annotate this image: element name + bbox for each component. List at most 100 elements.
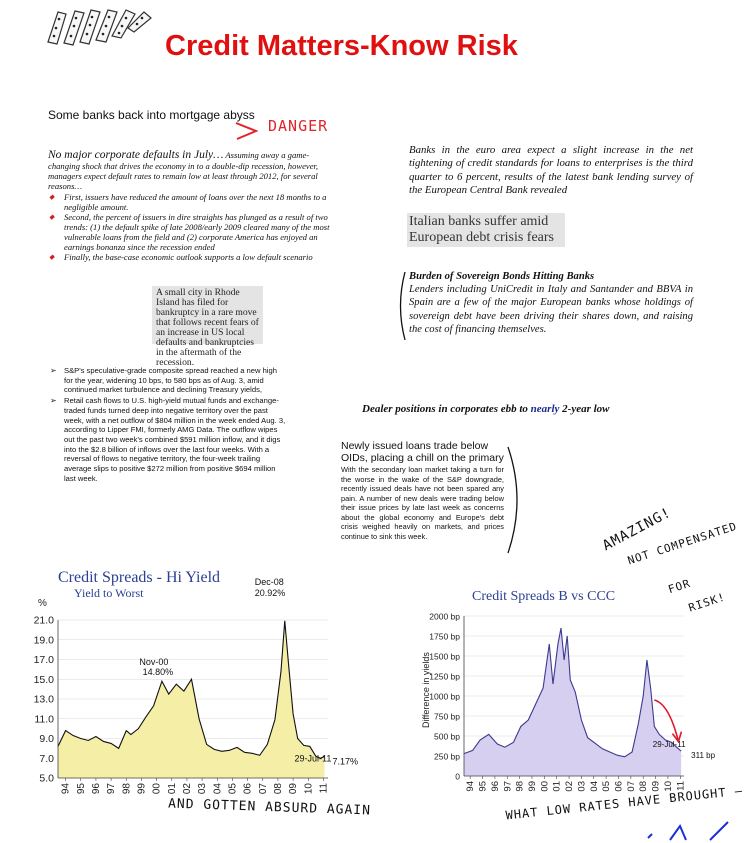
defaults-article: No major corporate defaults in July… Ass… <box>48 149 333 262</box>
sp-bullet-list: S&P's speculative-grade composite spread… <box>50 366 286 484</box>
y-tick-label: 250 bp <box>434 752 460 762</box>
page-title: Credit Matters-Know Risk <box>165 30 518 62</box>
dealer-headline-text-end: 2-year low <box>559 403 610 415</box>
headline-banks-mortgage: Some banks back into mortgage abyss <box>48 108 255 122</box>
bracket-mark-right <box>507 446 518 554</box>
list-item: First, issuers have reduced the amount o… <box>48 192 333 212</box>
x-tick-label: 95 <box>76 783 87 795</box>
x-tick-label: 05 <box>227 783 238 795</box>
x-tick-label: 98 <box>515 781 526 792</box>
y-tick-label: 500 bp <box>434 732 460 742</box>
x-tick-label: 01 <box>552 781 563 792</box>
handwritten-scribble-icon <box>647 821 729 841</box>
annotation-label: Nov-00 <box>139 657 168 667</box>
dealer-headline-emphasis: nearly <box>530 403 560 415</box>
annotation-value: 7.17% <box>333 757 359 767</box>
dealer-headline-text: Dealer positions in corporates ebb to <box>362 403 531 415</box>
x-tick-label: 06 <box>243 783 254 795</box>
x-tick-label: 97 <box>502 781 513 792</box>
sovereign-bonds-body: Lenders including UniCredit in Italy and… <box>409 284 693 335</box>
x-tick-label: 97 <box>106 783 117 795</box>
b-vs-ccc-credit-spreads-chart: Credit Spreads B vs CCC Difference in yi… <box>412 578 722 796</box>
series-area <box>58 620 325 778</box>
series-line <box>57 620 325 759</box>
x-tick-label: 04 <box>589 781 600 792</box>
x-tick-label: 00 <box>152 783 163 795</box>
danger-arrow-icon <box>235 122 259 140</box>
hi-yield-credit-spreads-chart: Credit Spreads - Hi Yield Yield to Worst… <box>30 560 402 800</box>
x-tick-label: 94 <box>465 781 476 792</box>
chart-unit-label: % <box>38 598 47 609</box>
y-tick-label: 13.0 <box>34 694 55 706</box>
x-tick-label: 06 <box>613 781 624 792</box>
annotation-value: 20.92% <box>255 588 286 598</box>
y-tick-label: 15.0 <box>34 674 55 686</box>
y-tick-label: 1750 bp <box>429 632 460 642</box>
loans-heading: Newly issued loans trade below OIDs, pla… <box>341 440 504 464</box>
series-line <box>463 627 682 758</box>
x-tick-label: 10 <box>303 783 314 795</box>
y-tick-label: 7.0 <box>39 753 54 765</box>
defaults-bullet-list: First, issuers have reduced the amount o… <box>48 192 333 262</box>
x-tick-label: 08 <box>273 783 284 795</box>
x-tick-label: 99 <box>136 783 147 795</box>
y-tick-label: 2000 bp <box>429 612 460 622</box>
x-tick-label: 94 <box>61 783 72 795</box>
y-tick-label: 750 bp <box>434 712 460 722</box>
list-item: Finally, the base-case economic outlook … <box>48 252 333 262</box>
x-tick-label: 02 <box>182 783 193 795</box>
y-tick-label: 11.0 <box>34 713 54 725</box>
x-tick-label: 03 <box>576 781 587 792</box>
y-tick-label: 5.0 <box>39 773 54 785</box>
sovereign-bonds-heading: Burden of Sovereign Bonds Hitting Banks <box>409 271 595 282</box>
red-arrowhead-icon <box>671 731 683 744</box>
x-tick-label: 99 <box>527 781 538 792</box>
annotation-label: Dec-08 <box>255 577 284 587</box>
x-tick-label: 03 <box>197 783 208 795</box>
x-tick-label: 02 <box>564 781 575 792</box>
defaults-intro: Assuming away a game-changing shock that… <box>48 150 319 191</box>
x-tick-label: 05 <box>601 781 612 792</box>
y-tick-label: 1250 bp <box>429 672 460 682</box>
bracket-mark-left <box>399 271 406 341</box>
x-tick-label: 96 <box>490 781 501 792</box>
y-tick-label: 17.0 <box>34 654 55 666</box>
series-area <box>464 628 682 776</box>
chart-title: Credit Spreads B vs CCC <box>472 589 615 604</box>
list-item: Second, the percent of issuers in dire s… <box>48 212 333 252</box>
y-tick-label: 0 <box>455 772 460 782</box>
x-tick-label: 95 <box>478 781 489 792</box>
defaults-heading: No major corporate defaults in July… <box>48 149 224 161</box>
euro-area-lending-text: Banks in the euro area expect a slight i… <box>409 144 693 197</box>
y-tick-label: 21.0 <box>34 615 55 627</box>
annotation-value: 311 bp <box>691 751 715 760</box>
dominoes-logo-image <box>47 9 152 46</box>
y-tick-label: 1500 bp <box>429 652 460 662</box>
chart-title: Credit Spreads - Hi Yield <box>58 569 220 586</box>
annotation-label: 29-Jul-11 <box>653 740 686 749</box>
chart-subtitle: Yield to Worst <box>74 586 144 600</box>
annotation-value: 14.80% <box>143 667 174 677</box>
loans-body: With the secondary loan market taking a … <box>341 465 504 541</box>
x-tick-label: 07 <box>626 781 637 792</box>
x-tick-label: 98 <box>121 783 132 795</box>
red-arrow-icon <box>654 699 680 742</box>
x-tick-label: 08 <box>638 781 649 792</box>
newly-issued-loans-article: Newly issued loans trade below OIDs, pla… <box>341 440 504 541</box>
y-tick-label: 1000 bp <box>429 692 460 702</box>
x-tick-label: 09 <box>288 783 299 795</box>
chart-ylabel: Difference in yields <box>421 652 431 728</box>
list-item: S&P's speculative-grade composite spread… <box>50 366 286 395</box>
x-tick-label: 07 <box>258 783 269 795</box>
dealer-positions-headline: Dealer positions in corporates ebb to ne… <box>362 403 610 415</box>
italian-banks-news-clip: Italian banks suffer amid European debt … <box>407 213 565 247</box>
x-tick-label: 00 <box>539 781 550 792</box>
rhode-island-news-clip: A small city in Rhode Island has filed f… <box>152 286 263 368</box>
annotation-label: 29-Jul-11 <box>295 754 332 764</box>
x-tick-label: 96 <box>91 783 102 795</box>
y-tick-label: 9.0 <box>39 733 54 745</box>
x-tick-label: 04 <box>212 783 223 795</box>
x-tick-label: 11 <box>675 781 686 791</box>
y-tick-label: 19.0 <box>34 634 55 646</box>
list-item: Retail cash flows to U.S. high-yield mut… <box>50 396 286 483</box>
